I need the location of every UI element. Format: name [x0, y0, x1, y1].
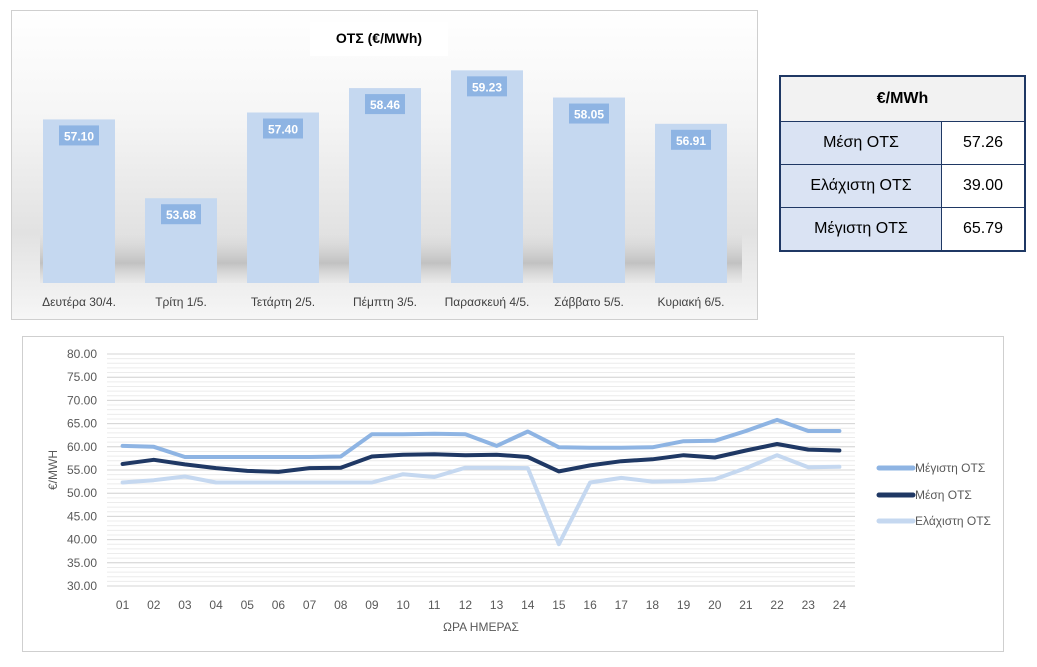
x-tick-label: 02	[147, 598, 161, 612]
legend-label: Μέση ΟΤΣ	[915, 488, 972, 502]
stats-row-max: Μέγιστη ΟΤΣ 65.79	[779, 207, 1026, 252]
x-tick-label: 19	[677, 598, 691, 612]
bar-category-label: Κυριακή 6/5.	[657, 295, 724, 309]
stats-table-header-row: €/MWh	[779, 75, 1026, 122]
stats-value-max: 65.79	[941, 207, 1026, 252]
x-tick-label: 07	[303, 598, 317, 612]
bar-value-label-bg	[671, 129, 711, 150]
stats-value-avg: 57.26	[941, 121, 1026, 165]
x-tick-label: 10	[396, 598, 410, 612]
y-tick-label: 55.00	[67, 463, 97, 477]
x-tick-label: 11	[428, 598, 441, 612]
bar-value-label: 58.05	[574, 108, 604, 122]
x-tick-label: 04	[209, 598, 223, 612]
bar-value-label-bg	[467, 76, 507, 97]
bar-value-label: 59.23	[472, 80, 502, 94]
stats-table-header: €/MWh	[779, 75, 1026, 122]
stats-table: €/MWh Μέση ΟΤΣ 57.26 Ελάχιστη ΟΤΣ 39.00 …	[779, 75, 1026, 252]
y-tick-label: 40.00	[67, 533, 97, 547]
bar-value-label: 57.10	[64, 129, 94, 143]
x-tick-label: 08	[334, 598, 348, 612]
y-tick-label: 30.00	[67, 579, 97, 593]
y-tick-label: 35.00	[67, 556, 97, 570]
max-ots-line	[120, 417, 842, 459]
bar-title-box	[310, 22, 448, 56]
x-tick-label: 03	[178, 598, 192, 612]
x-tick-label: 06	[272, 598, 286, 612]
bar	[247, 112, 319, 284]
hourly-line-chart: 30.00 35.00 40.00 45.00 50.00 55.00 60.00 65.00…	[22, 336, 1004, 652]
line-chart-plot: 30.00 35.00 40.00 45.00 50.00 55.00 60.00 65.00…	[46, 347, 991, 634]
x-tick-label: 22	[770, 598, 784, 612]
y-tick-label: 80.00	[67, 347, 97, 361]
stats-label-avg: Μέση ΟΤΣ	[779, 121, 942, 165]
bar	[43, 119, 115, 283]
x-tick-label: 23	[802, 598, 816, 612]
x-axis-title: ΩΡΑ ΗΜΕΡΑΣ	[443, 620, 519, 634]
x-tick-label: 17	[615, 598, 629, 612]
bar	[451, 70, 523, 283]
stats-row-avg: Μέση ΟΤΣ 57.26	[779, 121, 1026, 165]
bar-value-label: 58.46	[370, 98, 400, 112]
stats-label-max: Μέγιστη ΟΤΣ	[779, 207, 942, 252]
x-tick-label: 09	[365, 598, 379, 612]
x-tick-label: 01	[116, 598, 130, 612]
x-tick-label: 24	[833, 598, 847, 612]
bar-category-label: Πέμπτη 3/5.	[353, 295, 417, 309]
bar-value-label: 53.68	[166, 208, 196, 222]
bar	[655, 123, 727, 284]
y-tick-label: 75.00	[67, 370, 97, 384]
bar-chart-plot: 57.10 Δευτέρα 30/4. 53.68 Τρίτη 1/5. 57.40 Τε…	[40, 22, 742, 309]
bar-value-label-bg	[263, 118, 303, 139]
bar-chart-title: ΟΤΣ (€/MWh)	[336, 30, 422, 46]
y-tick-label: 45.00	[67, 509, 97, 523]
stats-value-min: 39.00	[941, 164, 1026, 208]
x-tick-label: 14	[521, 598, 535, 612]
y-tick-label: 60.00	[67, 440, 97, 454]
min-ots-line	[120, 453, 842, 547]
x-tick-label: 05	[241, 598, 255, 612]
x-tick-label: 13	[490, 598, 504, 612]
stats-label-min: Ελάχιστη ΟΤΣ	[779, 164, 942, 208]
y-tick-label: 65.00	[67, 417, 97, 431]
bar-value-label: 56.91	[676, 134, 706, 148]
x-tick-label: 18	[646, 598, 660, 612]
x-tick-label: 15	[552, 598, 566, 612]
bar-category-label: Τρίτη 1/5.	[155, 295, 207, 309]
y-tick-label: 70.00	[67, 393, 97, 407]
x-tick-label: 21	[739, 598, 753, 612]
daily-bar-chart: 57.10 Δευτέρα 30/4. 53.68 Τρίτη 1/5. 57.40 Τε…	[11, 10, 758, 320]
bar-category-label: Τετάρτη 2/5.	[251, 295, 315, 309]
y-tick-label: 50.00	[67, 486, 97, 500]
y-axis-title: €/MWH	[46, 450, 60, 490]
bar	[553, 97, 625, 283]
x-tick-label: 16	[583, 598, 597, 612]
bar-category-label: Σάββατο 5/5.	[554, 295, 624, 309]
bar-value-label: 57.40	[268, 123, 298, 137]
bar-value-label-bg	[365, 94, 405, 115]
stats-row-min: Ελάχιστη ΟΤΣ 39.00	[779, 164, 1026, 208]
bar-category-label: Παρασκευή 4/5.	[445, 295, 530, 309]
x-tick-label: 20	[708, 598, 722, 612]
bar	[349, 88, 421, 284]
avg-ots-line	[120, 442, 842, 474]
bar-value-label-bg	[59, 125, 99, 146]
bar-value-label-bg	[161, 204, 201, 225]
bar-value-label-bg	[569, 103, 609, 124]
legend-label: Μέγιστη ΟΤΣ	[915, 461, 985, 475]
x-tick-label: 12	[459, 598, 473, 612]
bar-category-label: Δευτέρα 30/4.	[42, 295, 116, 309]
legend-label: Ελάχιστη ΟΤΣ	[915, 514, 991, 528]
